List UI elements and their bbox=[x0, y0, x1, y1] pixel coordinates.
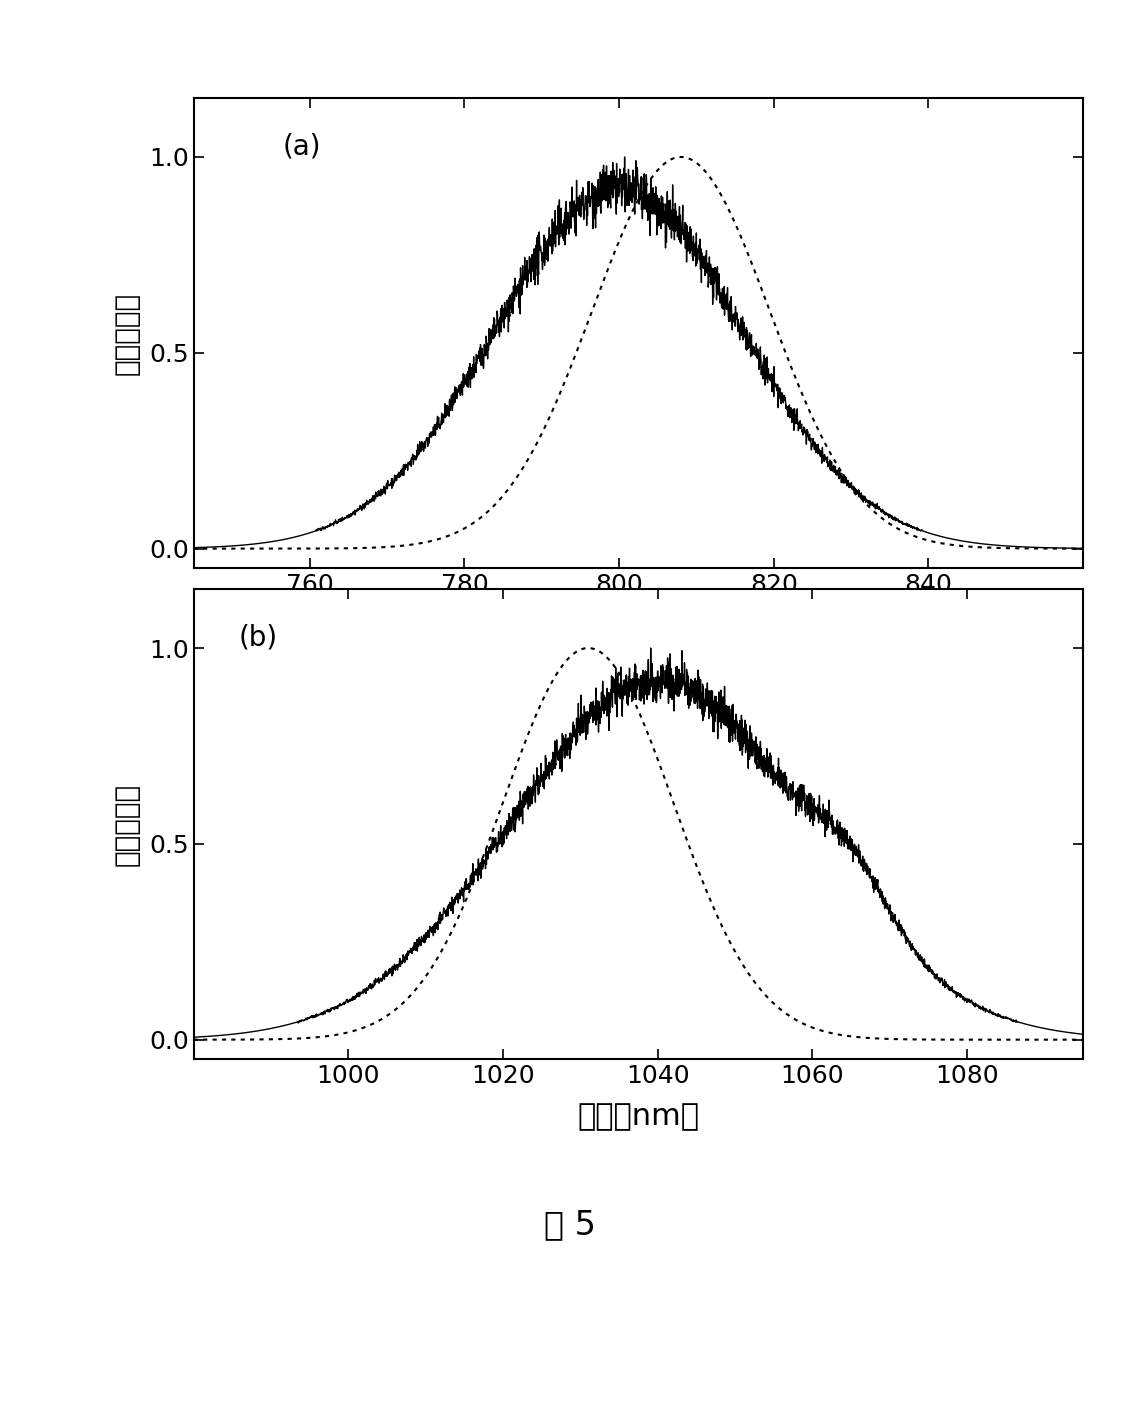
Text: (b): (b) bbox=[238, 624, 277, 651]
X-axis label: 波长（nm）: 波长（nm） bbox=[577, 1101, 700, 1131]
Text: 图 5: 图 5 bbox=[544, 1208, 596, 1242]
Y-axis label: 归一化强度: 归一化强度 bbox=[113, 783, 141, 866]
Text: (a): (a) bbox=[283, 133, 321, 160]
Y-axis label: 归一化强度: 归一化强度 bbox=[113, 292, 141, 375]
